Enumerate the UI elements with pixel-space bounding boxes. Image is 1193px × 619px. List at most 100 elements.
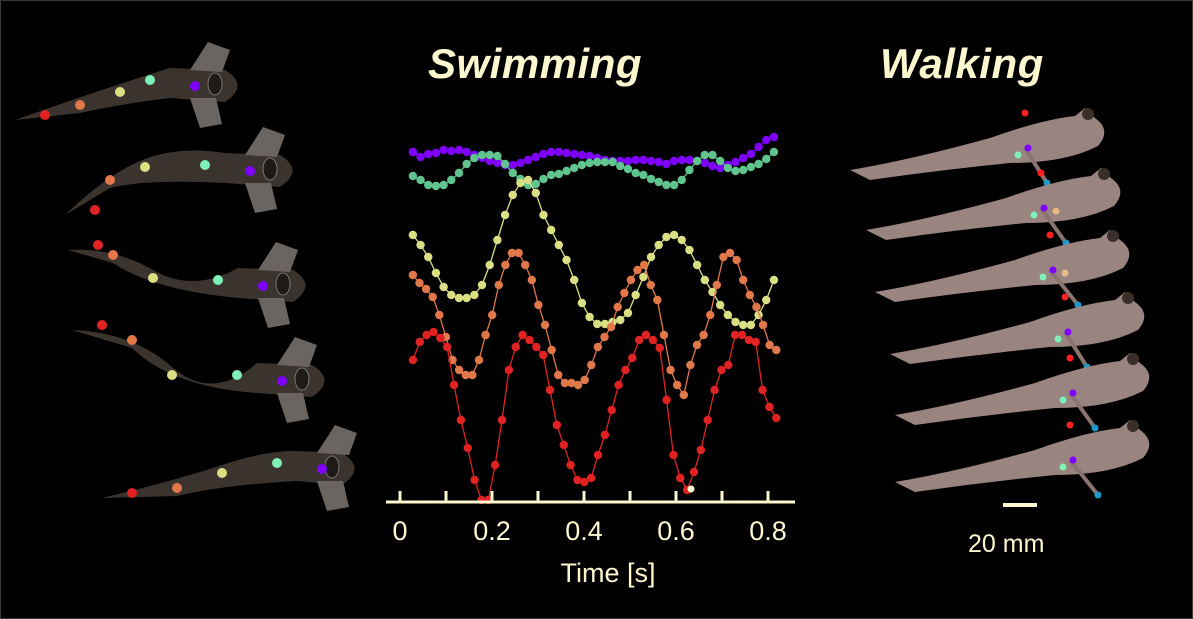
data-point (538, 350, 548, 360)
data-point (447, 290, 456, 300)
data-point (730, 330, 740, 340)
x-axis-title: Time [s] (560, 558, 655, 588)
data-point (600, 430, 610, 440)
data-point (653, 295, 662, 305)
x-tick-label: 0.8 (749, 516, 787, 546)
data-point (723, 163, 733, 173)
data-point (462, 159, 471, 169)
data-point (485, 150, 494, 160)
data-point (500, 210, 510, 220)
fish-fin (190, 98, 222, 128)
data-point (540, 320, 550, 330)
fish-fin (317, 481, 349, 511)
data-point (685, 155, 694, 165)
tracking-marker (1091, 424, 1099, 432)
data-point (648, 335, 658, 345)
data-point (523, 175, 533, 185)
marker-point (687, 485, 695, 493)
tracking-marker (1061, 269, 1069, 277)
data-point (662, 395, 671, 405)
data-point (408, 270, 418, 280)
data-point (546, 225, 556, 235)
data-point (508, 190, 517, 200)
scale-bar-label: 20 mm (968, 530, 1045, 558)
mudskipper-body (850, 108, 1105, 180)
fish-fin (258, 298, 290, 328)
tracking-marker (145, 75, 155, 85)
data-point (493, 235, 502, 245)
data-point (646, 252, 656, 262)
data-point (585, 312, 594, 322)
data-point (428, 292, 437, 302)
data-point (424, 180, 433, 190)
fish-fin (317, 425, 357, 455)
data-point (706, 310, 715, 320)
fish-body (68, 249, 306, 302)
data-point (497, 415, 507, 425)
data-point (593, 319, 602, 329)
data-point (470, 153, 479, 163)
data-point (745, 290, 755, 300)
tracking-marker (190, 81, 200, 91)
data-point (676, 473, 685, 483)
swimming-fish (102, 425, 357, 511)
data-point (468, 370, 477, 380)
data-point (662, 159, 671, 169)
x-tick-label: 0.2 (473, 516, 511, 546)
mudskipper-eye (1098, 168, 1110, 180)
data-point (481, 330, 490, 340)
data-point (422, 330, 431, 340)
pectoral-fin (1068, 391, 1097, 430)
data-point (737, 330, 747, 340)
x-tick-label: 0 (392, 516, 407, 546)
data-point (719, 252, 728, 262)
data-point (608, 157, 617, 167)
data-point (485, 156, 494, 166)
tracking-marker (1046, 231, 1054, 239)
data-point (685, 165, 694, 175)
data-point (501, 260, 510, 270)
tracking-marker (127, 335, 137, 345)
data-point (666, 365, 675, 375)
data-point (631, 155, 640, 165)
data-point (762, 135, 771, 145)
data-point (772, 413, 781, 423)
data-point (493, 158, 502, 168)
series-trunk-1 (408, 147, 779, 191)
data-point (552, 420, 562, 430)
mudskipper-body (875, 230, 1130, 302)
swimming-fish-sequence (15, 42, 357, 511)
data-point (669, 230, 679, 240)
data-point (531, 152, 540, 162)
data-point (739, 275, 748, 285)
data-point (521, 260, 530, 270)
tracking-marker (1040, 204, 1048, 212)
data-point (710, 385, 719, 395)
data-point (692, 260, 702, 270)
data-point (531, 179, 540, 189)
tracking-marker (1030, 211, 1038, 219)
data-point (672, 380, 682, 390)
data-point (600, 332, 609, 342)
tracking-marker (200, 160, 210, 170)
data-point (523, 155, 533, 165)
tracking-marker (1064, 328, 1072, 336)
fish-eye (207, 72, 223, 96)
swimming-title: Swimming (428, 40, 643, 87)
data-point (769, 147, 779, 157)
data-point (485, 260, 494, 270)
tracking-marker (1059, 396, 1067, 404)
walking-mudskipper (866, 168, 1121, 247)
data-point (669, 450, 678, 460)
tracking-marker (148, 273, 158, 283)
tracking-marker (1069, 389, 1077, 397)
data-point (654, 240, 663, 250)
data-point (546, 147, 556, 157)
tracking-marker (245, 166, 255, 176)
tracking-marker (1066, 421, 1074, 429)
data-point (421, 284, 431, 294)
fish-fin (277, 393, 309, 423)
data-point (534, 300, 543, 310)
fish-body (72, 330, 325, 397)
tracking-marker (75, 100, 85, 110)
